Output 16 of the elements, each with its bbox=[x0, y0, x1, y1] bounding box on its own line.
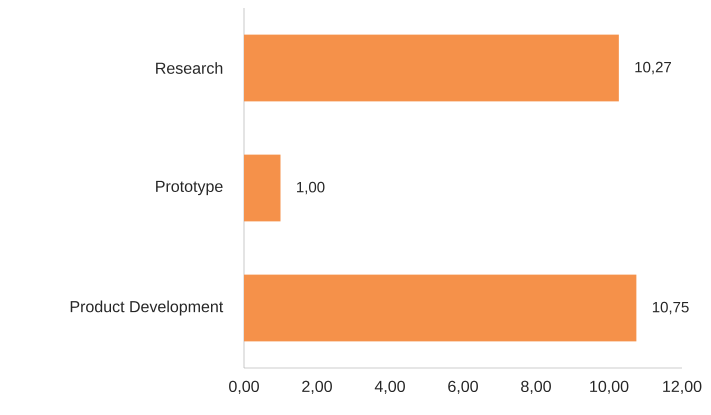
bar bbox=[244, 34, 619, 102]
y-tick-label: Research bbox=[156, 62, 222, 74]
x-tick-label: 0,00 bbox=[229, 380, 259, 394]
x-tick-label: 10,00 bbox=[590, 380, 628, 394]
data-label: 10,75 bbox=[652, 302, 689, 314]
x-tick-label: 4,00 bbox=[374, 380, 405, 394]
y-tick-label: Product Development bbox=[70, 300, 224, 316]
x-tick-label: 8,00 bbox=[521, 380, 551, 394]
data-label: 10,27 bbox=[635, 62, 672, 74]
bar bbox=[244, 274, 636, 342]
x-tick-label: 6,00 bbox=[448, 380, 478, 394]
x-tick-label: 12,00 bbox=[663, 380, 702, 394]
y-tick-label: Prototype bbox=[156, 180, 223, 196]
x-tick-label: 2,00 bbox=[302, 380, 332, 394]
bar bbox=[244, 154, 280, 222]
data-label: 1,00 bbox=[297, 182, 324, 194]
